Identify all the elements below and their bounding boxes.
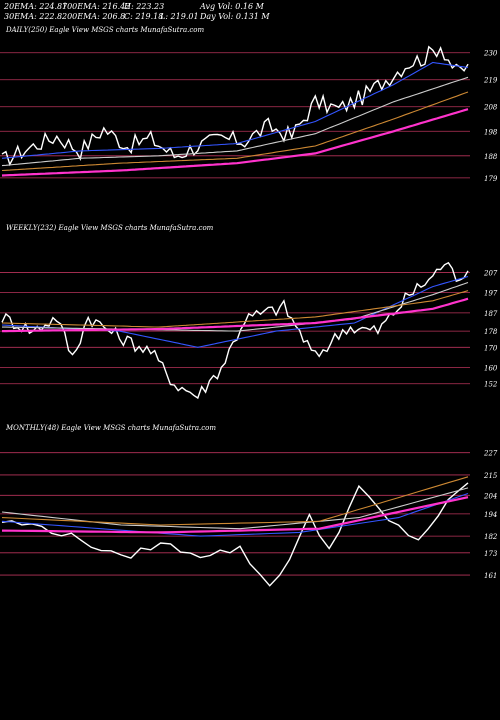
stat-day-vol: Day Vol: 0.131 M bbox=[200, 12, 270, 21]
y-tick-label: 194 bbox=[484, 511, 497, 519]
series-line-price bbox=[1, 45, 469, 167]
stat-close: C: 219.18 bbox=[124, 12, 164, 21]
y-tick-label: 152 bbox=[484, 381, 498, 389]
stat-low: L: 219.01 bbox=[160, 12, 199, 21]
y-tick-label: 198 bbox=[484, 128, 498, 136]
y-tick-label: 204 bbox=[483, 492, 497, 500]
stat-ema20: 20EMA: 224.87 bbox=[4, 2, 68, 11]
series-line-ema-mid bbox=[1, 487, 469, 530]
stats-header: 20EMA: 224.87 100EMA: 216.42 H: 223.23 A… bbox=[0, 0, 500, 22]
series-line-ema-200 bbox=[2, 297, 469, 333]
series-line-ema-slow bbox=[1, 91, 469, 172]
y-tick-label: 179 bbox=[484, 175, 498, 183]
stat-ema30: 30EMA: 222.8 bbox=[4, 12, 63, 21]
daily-panel: DAILY(250) Eagle View MSGS charts Munafa… bbox=[0, 26, 500, 206]
weekly-chart: 207 197 187 178 170 160 152 bbox=[0, 261, 498, 400]
series-line-ema-slow bbox=[1, 290, 469, 328]
series-line-ema-mid bbox=[1, 76, 469, 167]
weekly-panel: WEEKLY(232) Eagle View MSGS charts Munaf… bbox=[0, 224, 500, 414]
y-tick-label: 227 bbox=[483, 450, 498, 458]
series-line-ema-fast bbox=[1, 61, 469, 159]
y-tick-label: 160 bbox=[484, 365, 498, 373]
stat-ema200: 200EMA: 206.8 bbox=[62, 12, 126, 21]
y-tick-label: 197 bbox=[484, 290, 498, 298]
y-tick-label: 161 bbox=[484, 572, 497, 580]
monthly-title: MONTHLY(48) Eagle View MSGS charts Munaf… bbox=[6, 424, 217, 432]
y-tick-label: 215 bbox=[483, 472, 498, 480]
stat-avg-vol: Avg Vol: 0.16 M bbox=[200, 2, 264, 11]
y-tick-label: 173 bbox=[484, 550, 498, 558]
y-tick-label: 230 bbox=[483, 50, 498, 58]
daily-title: DAILY(250) Eagle View MSGS charts Munafa… bbox=[6, 26, 205, 34]
series-line-ema-fast bbox=[1, 275, 469, 348]
weekly-title: WEEKLY(232) Eagle View MSGS charts Munaf… bbox=[6, 224, 214, 232]
series-line-ema-200 bbox=[1, 496, 469, 534]
series-line-ema-mid bbox=[2, 281, 469, 332]
monthly-chart: 227 215 204 194 182 173 161 bbox=[0, 450, 498, 587]
y-tick-label: 178 bbox=[484, 328, 498, 336]
y-tick-label: 170 bbox=[484, 344, 498, 352]
y-tick-label: 207 bbox=[483, 269, 498, 277]
series-line-ema-fast bbox=[1, 492, 469, 537]
daily-chart: 230 219 208 198 188 179 bbox=[0, 45, 498, 183]
stat-high: H: 223.23 bbox=[124, 2, 165, 11]
series-line-ema-200 bbox=[1, 108, 469, 177]
y-tick-label: 208 bbox=[483, 104, 498, 112]
y-tick-label: 187 bbox=[484, 310, 498, 318]
stat-ema100: 100EMA: 216.42 bbox=[62, 2, 131, 11]
y-tick-label: 188 bbox=[484, 153, 498, 161]
monthly-panel: MONTHLY(48) Eagle View MSGS charts Munaf… bbox=[0, 424, 500, 620]
y-tick-label: 219 bbox=[483, 77, 498, 85]
series-line-price bbox=[1, 482, 469, 587]
series-line-ema-slow bbox=[1, 476, 469, 526]
y-tick-label: 182 bbox=[484, 533, 498, 541]
